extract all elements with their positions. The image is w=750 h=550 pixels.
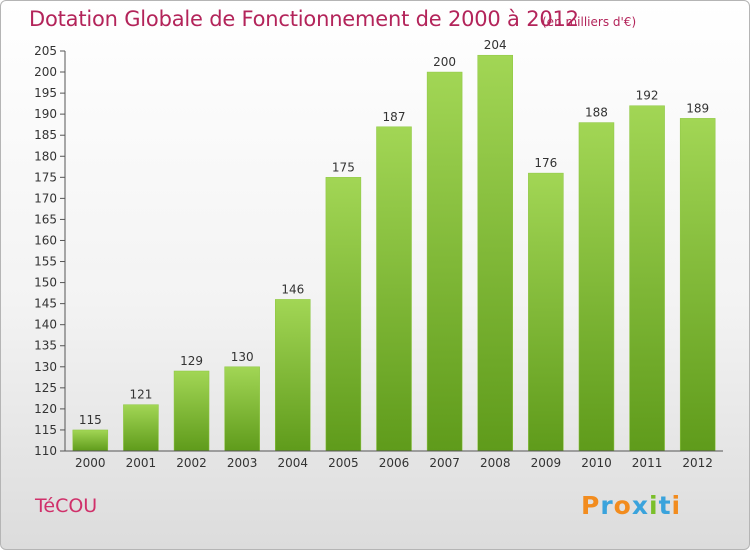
- bar[interactable]: [376, 126, 412, 452]
- y-tick-label: 205: [34, 44, 57, 58]
- bar-value-label: 115: [79, 413, 102, 427]
- x-tick-label: 2011: [632, 456, 663, 470]
- town-name: TéCOU: [35, 495, 98, 517]
- y-tick-label: 135: [34, 339, 57, 353]
- y-tick-label: 170: [34, 191, 57, 205]
- bar[interactable]: [224, 366, 260, 452]
- bar-value-label: 188: [585, 106, 608, 120]
- x-tick-label: 2007: [429, 456, 460, 470]
- bar[interactable]: [477, 54, 513, 452]
- bar-value-label: 187: [383, 110, 406, 124]
- y-tick-label: 165: [34, 212, 57, 226]
- y-tick-label: 130: [34, 360, 57, 374]
- bar[interactable]: [123, 404, 159, 452]
- y-tick-label: 180: [34, 149, 57, 163]
- x-tick-label: 2005: [328, 456, 359, 470]
- bar-value-label: 129: [180, 354, 203, 368]
- y-tick-label: 120: [34, 402, 57, 416]
- bar-value-label: 192: [636, 89, 659, 103]
- x-tick-label: 2003: [227, 456, 258, 470]
- y-tick-label: 115: [34, 423, 57, 437]
- bar[interactable]: [173, 370, 210, 452]
- bar[interactable]: [72, 429, 109, 452]
- logo-letter: r: [600, 491, 614, 520]
- bar-value-label: 175: [332, 160, 355, 174]
- chart-title: Dotation Globale de Fonctionnement de 20…: [29, 7, 579, 31]
- x-axis: 2000 2001 2002 2003 2004 2005 2006 2007 2008 2009…: [65, 450, 723, 470]
- y-tick-label: 125: [34, 381, 57, 395]
- bar-value-label: 130: [231, 350, 254, 364]
- x-tick-label: 2010: [581, 456, 612, 470]
- bar[interactable]: [629, 105, 665, 452]
- bar-value-label: 121: [129, 388, 152, 402]
- y-tick-label: 190: [34, 107, 57, 121]
- bar[interactable]: [426, 71, 463, 452]
- x-tick-label: 2008: [480, 456, 511, 470]
- logo-letter: i: [671, 491, 682, 520]
- y-tick-label: 145: [34, 297, 57, 311]
- logo-letter: P: [581, 491, 601, 520]
- y-tick-label: 110: [34, 444, 57, 458]
- y-tick-label: 185: [34, 128, 57, 142]
- logo-letter: t: [658, 491, 672, 520]
- x-tick-label: 2002: [176, 456, 207, 470]
- bar[interactable]: [325, 177, 362, 452]
- logo-letter: o: [613, 491, 632, 520]
- x-tick-label: 2001: [126, 456, 157, 470]
- x-tick-label: 2012: [682, 456, 713, 470]
- bars: 115 121 129 130 146 175 187 200 204 176 188 192 189: [72, 38, 716, 452]
- bar[interactable]: [528, 172, 564, 452]
- x-tick-label: 2006: [379, 456, 410, 470]
- y-tick-label: 200: [34, 65, 57, 79]
- bar[interactable]: [578, 122, 615, 452]
- y-axis: 110 115 120 125 130 135 140 145 150 155 160 165 170 1…: [34, 44, 66, 458]
- bar[interactable]: [679, 118, 716, 452]
- bar[interactable]: [275, 299, 311, 452]
- y-tick-label: 150: [34, 276, 57, 290]
- chart-unit: (en milliers d'€): [542, 15, 637, 29]
- bar-value-label: 189: [686, 101, 709, 115]
- y-tick-label: 160: [34, 233, 57, 247]
- bar-value-label: 204: [484, 38, 507, 52]
- bar-value-label: 176: [534, 156, 557, 170]
- logo-letter: x: [631, 491, 649, 520]
- proxiti-logo[interactable]: Proxiti: [581, 491, 681, 520]
- y-tick-label: 195: [34, 86, 57, 100]
- x-tick-label: 2009: [531, 456, 562, 470]
- bar-value-label: 146: [281, 282, 304, 296]
- bar-value-label: 200: [433, 55, 456, 69]
- x-tick-label: 2000: [75, 456, 106, 470]
- y-tick-label: 140: [34, 318, 57, 332]
- y-tick-label: 175: [34, 170, 57, 184]
- y-tick-label: 155: [34, 255, 57, 269]
- x-tick-label: 2004: [277, 456, 308, 470]
- logo-letter: i: [649, 491, 659, 520]
